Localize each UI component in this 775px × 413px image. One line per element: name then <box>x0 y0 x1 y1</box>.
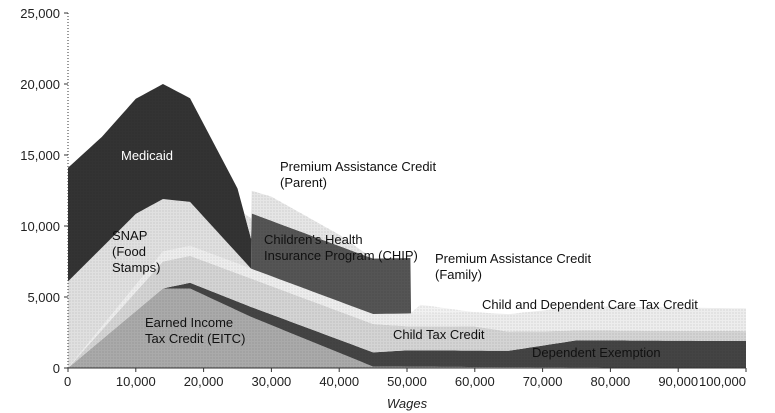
label-earned-income-tax-credit-eitc: Earned Income Tax Credit (EITC) <box>145 315 245 346</box>
x-tick-label: 50,000 <box>387 374 427 389</box>
y-tick-label: 5,000 <box>27 290 60 305</box>
y-tick-label: 25,000 <box>20 6 60 21</box>
area-children-s-health-insurance-program-chip-texture <box>68 199 746 315</box>
label-medicaid: Medicaid <box>121 148 173 163</box>
x-tick-label: 0 <box>64 374 71 389</box>
x-axis-title: Wages <box>387 396 428 411</box>
label-child-tax-credit: Child Tax Credit <box>393 327 485 342</box>
x-tick-label: 20,000 <box>184 374 224 389</box>
area-earned-income-tax-credit-eitc-texture <box>68 288 746 368</box>
area-child-and-dependent-care-tax-credit-texture <box>68 245 746 368</box>
band-labels: Earned Income Tax Credit (EITC) Dependent … <box>112 148 698 360</box>
label-children-s-health-insurance-program-chip: Children's Health Insurance Program (CHIP… <box>264 232 418 263</box>
label-premium-assistance-credit-parent: Premium Assistance Credit (Parent) <box>280 159 436 190</box>
area-child-tax-credit-texture <box>68 255 746 368</box>
y-axis-ticks: 0 5,000 10,000 15,000 20,000 25,000 <box>20 6 68 376</box>
y-tick-label: 0 <box>53 361 60 376</box>
y-tick-label: 15,000 <box>20 148 60 163</box>
x-tick-label: 100,000 <box>699 374 746 389</box>
x-tick-label: 30,000 <box>252 374 292 389</box>
area-snap-food-stamps-texture <box>68 199 746 368</box>
label-dependent-exemption: Dependent Exemption <box>532 345 661 360</box>
x-tick-label: 80,000 <box>591 374 631 389</box>
area-medicaid-texture <box>68 84 746 315</box>
label-snap-food-stamps: SNAP (Food Stamps) <box>112 228 160 275</box>
x-tick-label: 90,000 <box>658 374 698 389</box>
x-tick-label: 70,000 <box>523 374 563 389</box>
area-dependent-exemption-texture <box>68 282 746 368</box>
x-tick-label: 40,000 <box>319 374 359 389</box>
area-bands <box>68 84 746 368</box>
label-premium-assistance-credit-family: Premium Assistance Credit (Family) <box>435 251 591 282</box>
x-tick-label: 10,000 <box>116 374 156 389</box>
y-tick-label: 10,000 <box>20 219 60 234</box>
x-axis-ticks: 0 10,000 20,000 30,000 40,000 50,000 60,000 70,… <box>64 368 747 389</box>
x-tick-label: 60,000 <box>455 374 495 389</box>
y-tick-label: 20,000 <box>20 77 60 92</box>
label-child-and-dependent-care-tax-credit: Child and Dependent Care Tax Credit <box>482 297 698 312</box>
